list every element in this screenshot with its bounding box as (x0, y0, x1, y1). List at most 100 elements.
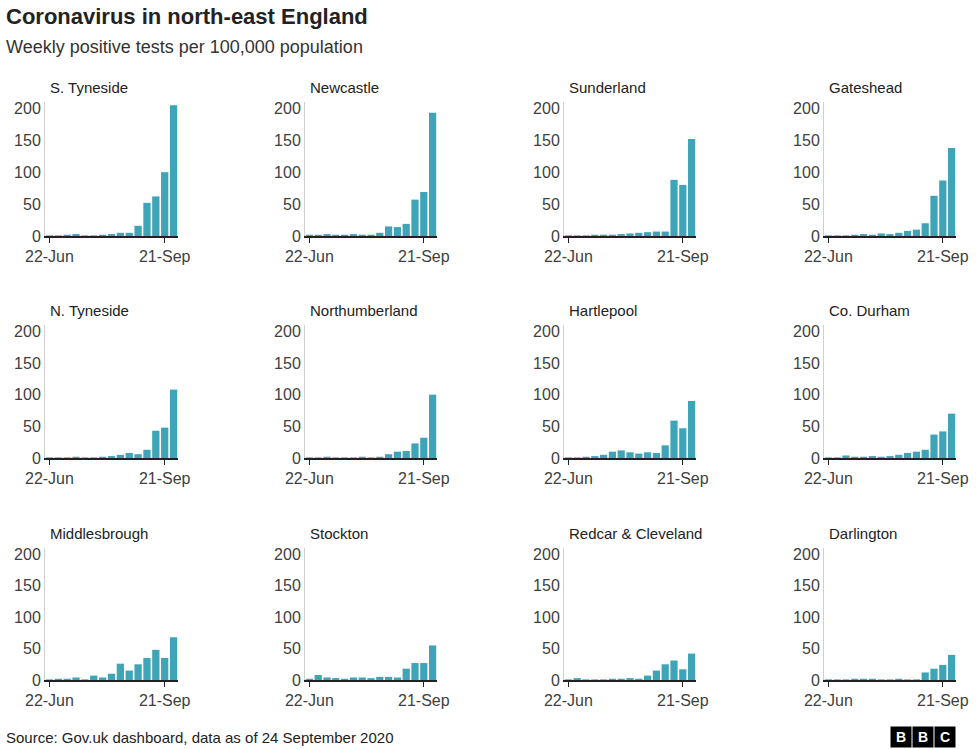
svg-text:S. Tyneside: S. Tyneside (50, 79, 128, 96)
svg-text:22-Jun: 22-Jun (804, 470, 853, 487)
svg-text:22-Jun: 22-Jun (285, 692, 334, 709)
svg-text:Redcar & Cleveland: Redcar & Cleveland (569, 525, 702, 542)
svg-text:0: 0 (32, 228, 41, 245)
svg-text:Source: Gov.uk dashboard, data: Source: Gov.uk dashboard, data as of 24 … (6, 729, 393, 746)
svg-text:21-Sep: 21-Sep (657, 692, 709, 709)
svg-text:100: 100 (793, 386, 820, 403)
svg-text:100: 100 (274, 609, 301, 626)
svg-text:50: 50 (23, 196, 41, 213)
svg-text:0: 0 (551, 672, 560, 689)
svg-text:0: 0 (292, 672, 301, 689)
svg-text:C: C (940, 729, 950, 745)
svg-text:50: 50 (23, 418, 41, 435)
svg-text:Gateshead: Gateshead (829, 79, 902, 96)
svg-text:Middlesbrough: Middlesbrough (50, 525, 148, 542)
svg-text:Sunderland: Sunderland (569, 79, 646, 96)
svg-text:0: 0 (551, 228, 560, 245)
svg-text:0: 0 (32, 672, 41, 689)
svg-text:50: 50 (23, 640, 41, 657)
svg-text:B: B (896, 729, 906, 745)
svg-text:0: 0 (811, 228, 820, 245)
svg-text:50: 50 (802, 418, 820, 435)
svg-text:150: 150 (274, 577, 301, 594)
svg-text:21-Sep: 21-Sep (139, 248, 191, 265)
svg-text:200: 200 (14, 323, 41, 340)
svg-text:150: 150 (793, 577, 820, 594)
svg-text:0: 0 (292, 450, 301, 467)
svg-text:50: 50 (802, 640, 820, 657)
svg-text:Coronavirus in north-east Engl: Coronavirus in north-east England (6, 4, 368, 29)
svg-text:22-Jun: 22-Jun (25, 692, 74, 709)
svg-text:100: 100 (793, 164, 820, 181)
svg-text:50: 50 (283, 418, 301, 435)
svg-text:150: 150 (793, 355, 820, 372)
svg-text:B: B (918, 729, 928, 745)
svg-text:200: 200 (793, 546, 820, 563)
svg-text:22-Jun: 22-Jun (25, 248, 74, 265)
svg-text:22-Jun: 22-Jun (544, 692, 593, 709)
svg-text:Northumberland: Northumberland (310, 302, 418, 319)
svg-text:50: 50 (802, 196, 820, 213)
svg-text:22-Jun: 22-Jun (285, 470, 334, 487)
svg-text:21-Sep: 21-Sep (398, 470, 450, 487)
svg-text:200: 200 (14, 100, 41, 117)
svg-text:50: 50 (283, 196, 301, 213)
svg-text:0: 0 (811, 450, 820, 467)
svg-text:21-Sep: 21-Sep (657, 248, 709, 265)
svg-text:21-Sep: 21-Sep (398, 248, 450, 265)
svg-text:Hartlepool: Hartlepool (569, 302, 637, 319)
svg-text:100: 100 (533, 609, 560, 626)
svg-text:100: 100 (274, 164, 301, 181)
svg-text:200: 200 (274, 546, 301, 563)
svg-text:0: 0 (551, 450, 560, 467)
svg-text:22-Jun: 22-Jun (804, 692, 853, 709)
svg-text:N. Tyneside: N. Tyneside (50, 302, 129, 319)
svg-text:22-Jun: 22-Jun (804, 248, 853, 265)
svg-text:100: 100 (14, 609, 41, 626)
svg-text:Weekly positive tests per 100,: Weekly positive tests per 100,000 popula… (6, 37, 363, 57)
svg-text:200: 200 (533, 100, 560, 117)
svg-text:Co. Durham: Co. Durham (829, 302, 910, 319)
svg-text:21-Sep: 21-Sep (917, 692, 969, 709)
svg-text:0: 0 (32, 450, 41, 467)
svg-text:150: 150 (793, 132, 820, 149)
svg-text:22-Jun: 22-Jun (544, 248, 593, 265)
svg-text:100: 100 (14, 386, 41, 403)
svg-text:21-Sep: 21-Sep (917, 248, 969, 265)
svg-text:150: 150 (533, 355, 560, 372)
svg-text:50: 50 (542, 196, 560, 213)
svg-text:100: 100 (274, 386, 301, 403)
svg-text:200: 200 (274, 100, 301, 117)
svg-text:22-Jun: 22-Jun (285, 248, 334, 265)
svg-text:100: 100 (793, 609, 820, 626)
svg-text:150: 150 (14, 577, 41, 594)
svg-text:22-Jun: 22-Jun (544, 470, 593, 487)
svg-text:100: 100 (14, 164, 41, 181)
svg-text:100: 100 (533, 386, 560, 403)
svg-text:150: 150 (533, 132, 560, 149)
svg-text:100: 100 (533, 164, 560, 181)
svg-text:150: 150 (533, 577, 560, 594)
svg-text:21-Sep: 21-Sep (139, 692, 191, 709)
svg-text:21-Sep: 21-Sep (398, 692, 450, 709)
svg-text:21-Sep: 21-Sep (917, 470, 969, 487)
svg-text:21-Sep: 21-Sep (657, 470, 709, 487)
svg-text:Darlington: Darlington (829, 525, 897, 542)
svg-text:150: 150 (274, 132, 301, 149)
svg-text:0: 0 (811, 672, 820, 689)
svg-text:150: 150 (274, 355, 301, 372)
svg-text:50: 50 (542, 640, 560, 657)
svg-text:22-Jun: 22-Jun (25, 470, 74, 487)
svg-text:50: 50 (283, 640, 301, 657)
svg-text:200: 200 (274, 323, 301, 340)
svg-text:200: 200 (14, 546, 41, 563)
svg-text:200: 200 (533, 323, 560, 340)
svg-text:200: 200 (533, 546, 560, 563)
svg-text:200: 200 (793, 323, 820, 340)
svg-text:Newcastle: Newcastle (310, 79, 379, 96)
svg-text:Stockton: Stockton (310, 525, 368, 542)
svg-text:50: 50 (542, 418, 560, 435)
svg-text:150: 150 (14, 132, 41, 149)
svg-text:200: 200 (793, 100, 820, 117)
svg-text:0: 0 (292, 228, 301, 245)
